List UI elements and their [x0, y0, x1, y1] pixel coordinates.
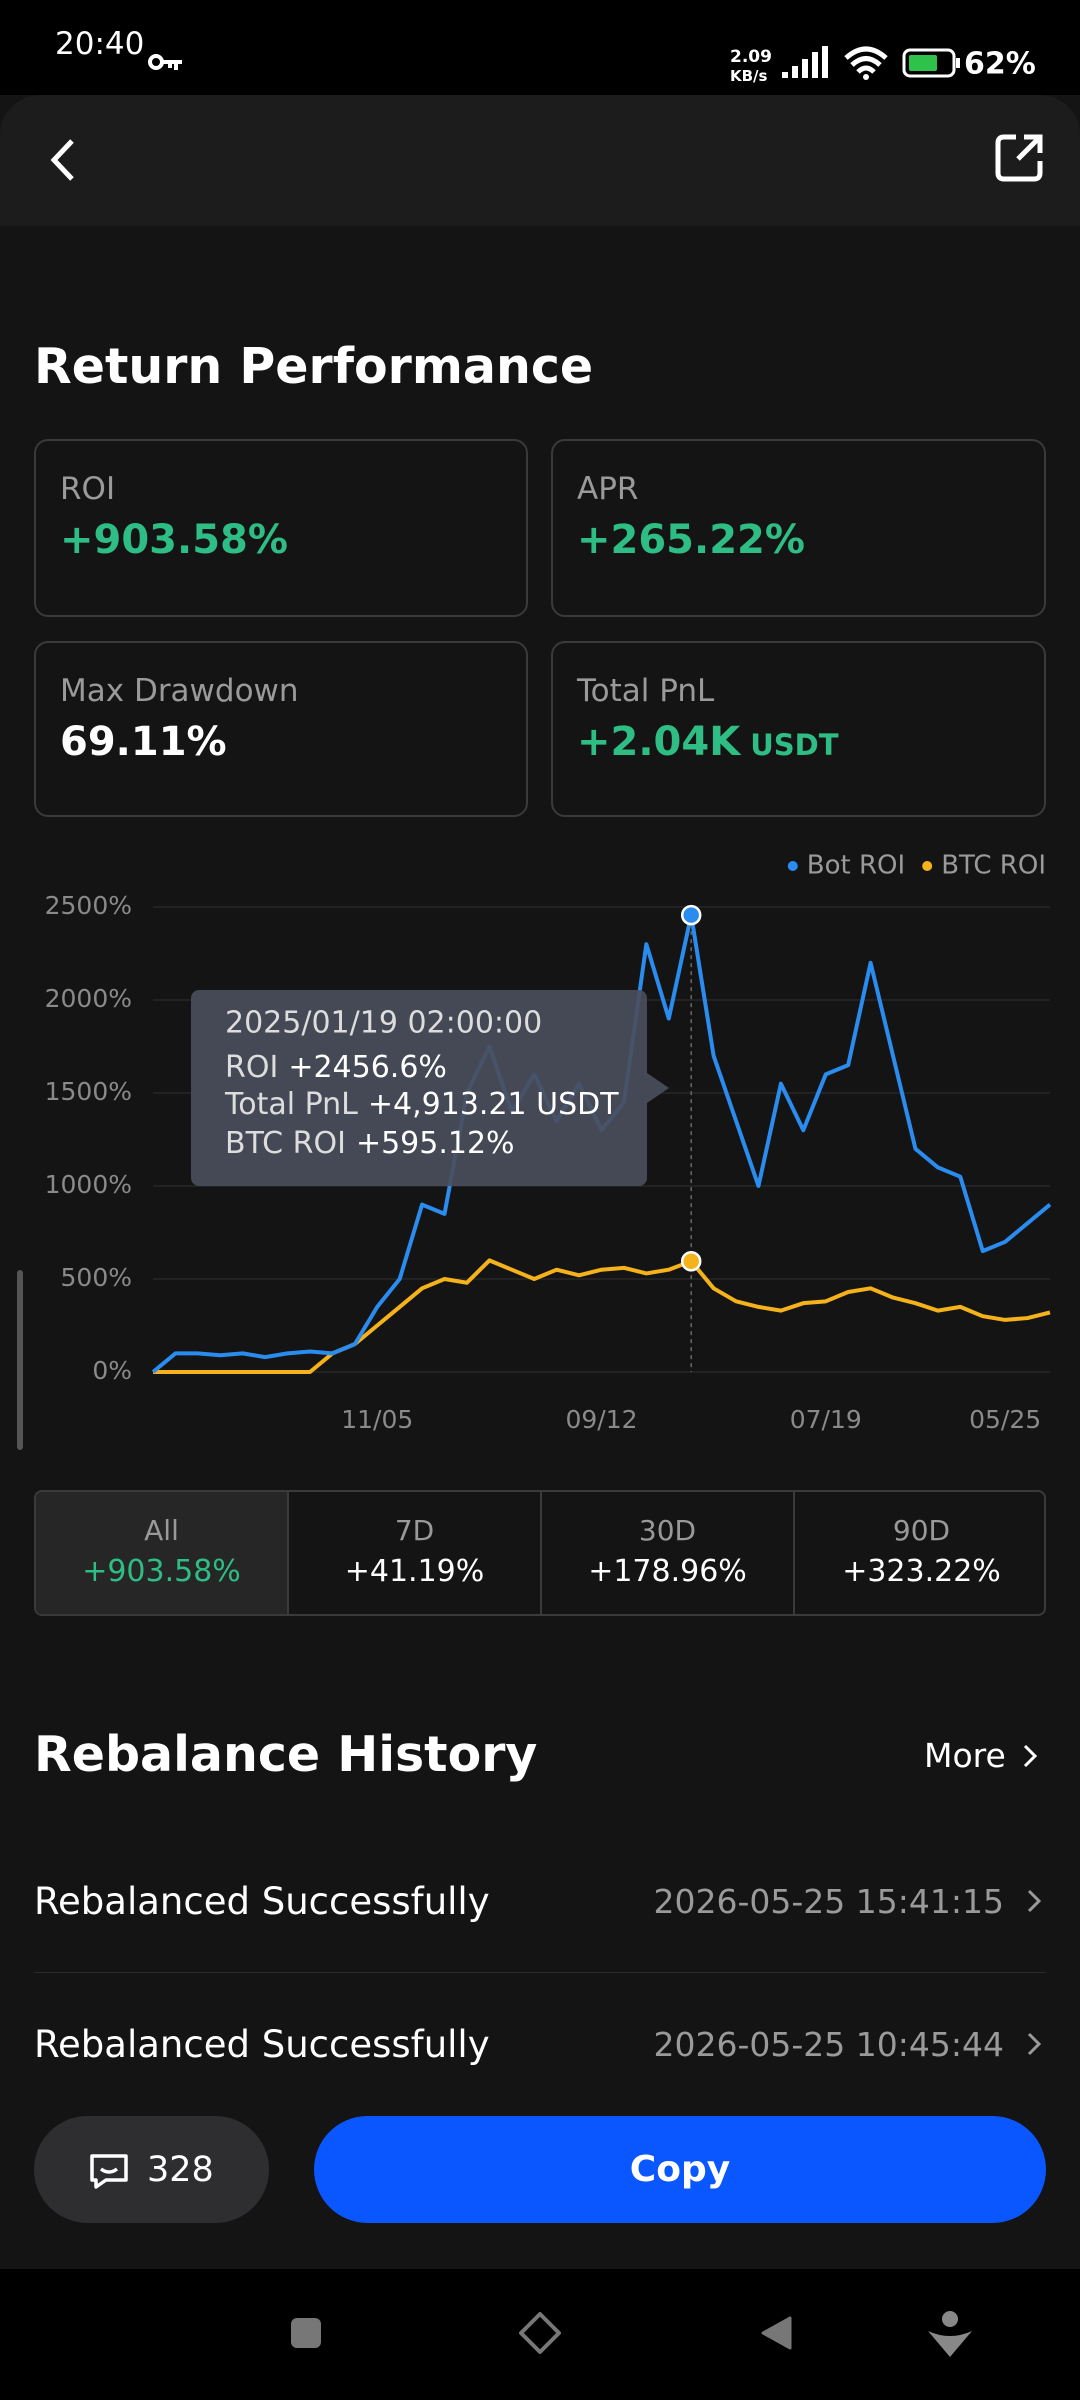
row-status: Rebalanced Successfully [34, 1880, 490, 1923]
key-icon [148, 54, 182, 70]
net-speed: 2.09 [730, 47, 772, 67]
section-title: Return Performance [34, 338, 594, 395]
chevron [1023, 1744, 1037, 1767]
stat-card: ROI +903.58% [34, 439, 528, 617]
status-bar: 20:40 2.09 KB/s 62% [0, 0, 1080, 95]
nav-back[interactable] [758, 2315, 794, 2351]
range-label: All [144, 1514, 179, 1547]
comment-count: 328 [147, 2150, 214, 2190]
nav-bar [0, 2269, 1080, 2400]
stat-card: Max Drawdown 69.11% [34, 641, 528, 817]
more-link[interactable]: More [924, 1736, 1038, 1775]
y-tick-label: 2500% [45, 891, 132, 920]
tooltip-label: Total PnL [224, 1087, 358, 1122]
copy-button[interactable]: Copy [314, 2116, 1046, 2223]
nav-assistant[interactable] [926, 2309, 974, 2359]
y-tick-label: 2000% [45, 984, 132, 1013]
divider [34, 1972, 1046, 1973]
chevron [1027, 1889, 1042, 1913]
range-button[interactable]: All +903.58% [36, 1492, 289, 1614]
more-text: More [924, 1736, 1006, 1775]
comment-icon [90, 2154, 128, 2189]
stat-value-row: +2.04K USDT [577, 719, 839, 765]
stat-value: +265.22% [577, 517, 805, 563]
range-label: 30D [638, 1514, 697, 1547]
copy-text: Copy [629, 2149, 731, 2190]
stat-unit: USDT [750, 728, 839, 762]
stat-value: +2.04K [577, 719, 741, 765]
legend-label: Bot ROI [807, 851, 905, 881]
history-row[interactable]: Rebalanced Successfully 2026-05-25 15:41… [34, 1870, 1046, 1930]
row-time: 2026-05-25 15:41:15 [653, 1882, 1004, 1921]
comment-button[interactable]: 328 [34, 2116, 269, 2223]
range-button[interactable]: 30D +178.96% [542, 1492, 795, 1614]
range-label: 7D [394, 1514, 435, 1547]
chevron [1027, 2032, 1042, 2056]
clock: 20:40 [55, 26, 145, 62]
nav-recents[interactable] [288, 2315, 324, 2351]
net-speed-unit: KB/s [730, 67, 768, 85]
tooltip-box [191, 990, 647, 1186]
range-label: 90D [892, 1514, 951, 1547]
signal-icon [782, 46, 828, 78]
section-title: Rebalance History [34, 1726, 538, 1783]
range-value: +903.58% [82, 1554, 241, 1589]
stat-value: 69.11% [60, 719, 227, 765]
range-value: +323.22% [842, 1554, 1001, 1589]
x-tick-label: 07/19 [790, 1405, 862, 1434]
tooltip-value: +4,913.21 USDT [368, 1087, 619, 1122]
chart: BTC ROI Bot ROI 0% 500% 1000% 1500% 2000% 2500%… [45, 851, 1052, 1434]
range-selector: All +903.58% 7D +41.19% 30D +178.96% 90D +32… [34, 1490, 1046, 1616]
highlight-point [680, 904, 702, 926]
y-tick-label: 0% [92, 1356, 132, 1385]
stat-value: +903.58% [60, 517, 288, 563]
back-button[interactable] [44, 135, 80, 185]
battery-icon [902, 48, 960, 78]
y-tick-label: 500% [61, 1263, 132, 1292]
range-button[interactable]: 7D +41.19% [289, 1492, 542, 1614]
tooltip-line: Total PnL +4,913.21 USDT [224, 1087, 619, 1122]
tooltip-label: ROI [225, 1050, 278, 1085]
stat-label: ROI [60, 471, 116, 507]
stat-card: APR +265.22% [551, 439, 1046, 617]
range-value: +41.19% [344, 1554, 485, 1589]
range-value: +178.96% [588, 1554, 747, 1589]
tooltip-label: BTC ROI [225, 1126, 346, 1161]
y-tick-label: 1500% [45, 1077, 132, 1106]
nav-home[interactable] [518, 2311, 562, 2355]
stat-label: APR [577, 471, 639, 507]
tooltip-date: 2025/01/19 02:00:00 [225, 1006, 542, 1041]
tooltip-value: +2456.6% [288, 1050, 447, 1085]
x-tick-label: 11/05 [341, 1405, 413, 1434]
wifi-icon [844, 46, 888, 80]
battery-level: 62% [964, 46, 1036, 82]
tooltip-line: ROI +2456.6% [225, 1050, 447, 1085]
share-button[interactable] [994, 131, 1046, 183]
stat-label: Max Drawdown [60, 673, 299, 709]
scroll-indicator [17, 1270, 23, 1450]
stat-label: Total PnL [577, 673, 715, 709]
legend-dot [922, 861, 933, 871]
tooltip-line: BTC ROI +595.12% [225, 1126, 515, 1161]
y-tick-label: 1000% [45, 1170, 132, 1199]
bottom-bar: 328 Copy [0, 2090, 1080, 2269]
history-row[interactable]: Rebalanced Successfully 2026-05-25 10:45… [34, 2013, 1046, 2073]
stat-card: Total PnL +2.04K USDT [551, 641, 1046, 817]
row-status: Rebalanced Successfully [34, 2023, 490, 2066]
range-button[interactable]: 90D +323.22% [795, 1492, 1044, 1614]
header [0, 95, 1080, 226]
tooltip-arrow [647, 1073, 669, 1103]
x-tick-label: 09/12 [565, 1405, 637, 1434]
legend-dot [787, 861, 798, 871]
line-series [153, 1258, 1051, 1374]
x-tick-label: 05/25 [969, 1405, 1041, 1434]
highlight-point [680, 1251, 702, 1272]
tooltip-value: +595.12% [356, 1126, 515, 1161]
row-time: 2026-05-25 10:45:44 [653, 2025, 1004, 2064]
legend-label: BTC ROI [941, 851, 1046, 881]
